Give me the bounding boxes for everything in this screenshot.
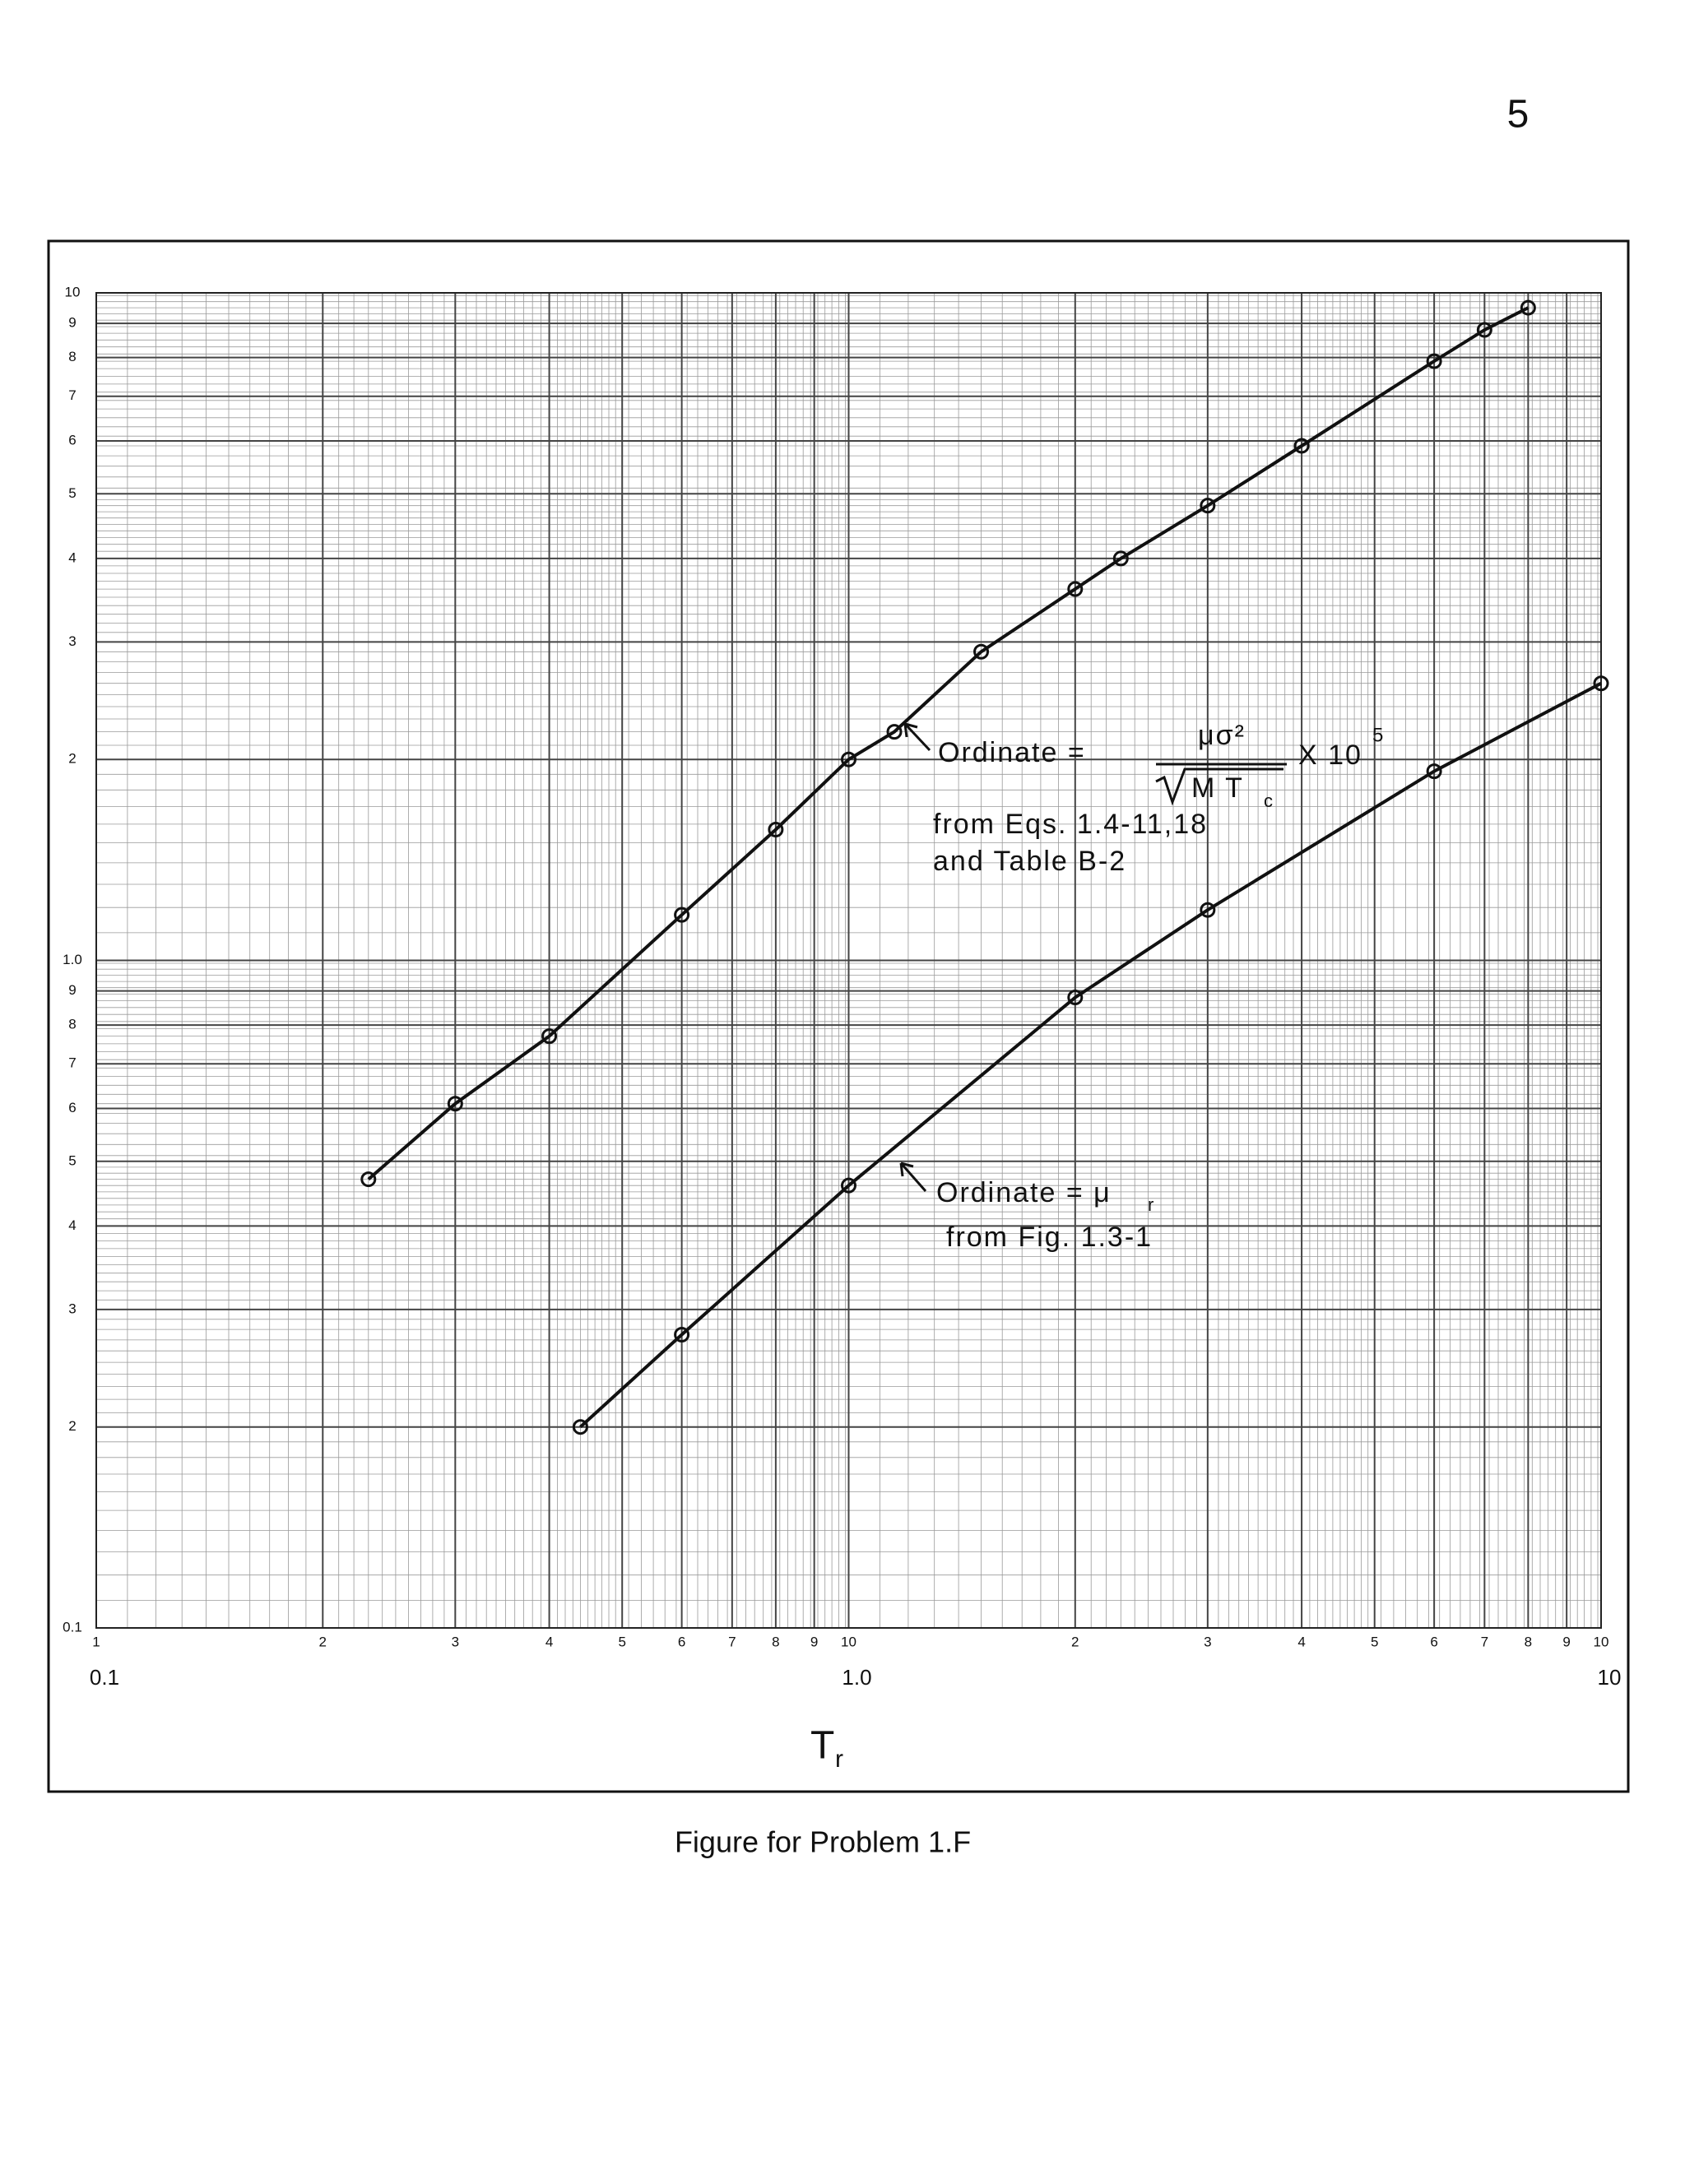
y-tick-label: 7 (68, 387, 76, 403)
point-marker (360, 1171, 377, 1188)
x-tick-label: 5 (618, 1634, 625, 1649)
point-marker (1293, 438, 1310, 454)
x-tick-label: 8 (772, 1634, 779, 1649)
x-axis-label: r (835, 1746, 843, 1773)
annotation: c (1264, 791, 1273, 811)
y-tick-label: 3 (68, 1301, 76, 1316)
y-tick-label: 8 (68, 349, 76, 364)
page-number: 5 (1507, 93, 1529, 137)
x-tick-label: 9 (1562, 1634, 1570, 1649)
x-tick-label: 3 (1204, 1634, 1211, 1649)
point-marker (1426, 763, 1442, 780)
annotation: from Eqs. 1.4-11,18 (933, 809, 1208, 840)
point-marker (768, 822, 784, 838)
point-marker (1200, 902, 1216, 918)
x-tick-label: 10 (1594, 1634, 1609, 1649)
point-marker (674, 1326, 690, 1342)
x-tick-label: 2 (1071, 1634, 1079, 1649)
frame (47, 239, 1630, 1793)
point-marker (841, 751, 856, 767)
x-decade-label: 10 (1598, 1665, 1622, 1690)
point-marker (674, 907, 690, 923)
caption: Figure for Problem 1.F (675, 1825, 971, 1859)
y-tick-label: 7 (68, 1055, 76, 1071)
arrow (903, 722, 931, 752)
x-tick-label: 6 (1430, 1634, 1437, 1649)
plot-border (95, 292, 1602, 1629)
line (579, 681, 1602, 1429)
y-tick-label: 6 (68, 433, 76, 448)
x-tick-label: 7 (1481, 1634, 1488, 1649)
y-tick-label: 8 (68, 1017, 76, 1032)
x-tick-label: 9 (810, 1634, 818, 1649)
annotation: Ordinate = (938, 737, 1086, 768)
x-tick-label: 2 (319, 1634, 327, 1649)
point-marker (1067, 581, 1084, 597)
annotation: 5 (1372, 724, 1383, 746)
x-decade-label: 0.1 (90, 1665, 119, 1690)
point-marker (1067, 990, 1084, 1006)
x-tick-label: 4 (545, 1634, 553, 1649)
y-tick-label: 4 (68, 1217, 76, 1233)
y-tick-label: 4 (68, 549, 76, 565)
point-marker (1112, 550, 1129, 567)
x-tick-label: 8 (1525, 1634, 1532, 1649)
x-tick-label: 4 (1297, 1634, 1305, 1649)
arrow (899, 1162, 927, 1192)
point-marker (1520, 299, 1536, 316)
y-tick-label: 3 (68, 633, 76, 649)
point-marker (1426, 353, 1442, 369)
point-marker (1200, 498, 1216, 514)
annotation: X 10 (1298, 740, 1362, 771)
x-tick-label: 10 (841, 1634, 856, 1649)
plot: 0.1 2 3 4 5 6 7 8 9 1.0 2 3 4 5 6 7 8 9 10 1 2 3 4 5 6 7 8 9 10 2 3 4 5 6… (63, 284, 1621, 1689)
point-marker (572, 1419, 588, 1435)
y-tick-label: 2 (68, 1418, 76, 1434)
x-tick-label: 1 (92, 1634, 100, 1649)
point-marker (841, 1177, 856, 1194)
point-marker (447, 1096, 463, 1112)
y-tick-label: 2 (68, 751, 76, 767)
y-tick-label: 5 (68, 1152, 76, 1168)
point-marker (973, 643, 990, 660)
line (367, 306, 1529, 1181)
y-tick-label: 9 (68, 982, 76, 998)
annotation: M T (1191, 772, 1244, 804)
annotation: from Fig. 1.3-1 (946, 1222, 1153, 1253)
point-marker (1593, 675, 1609, 692)
point-marker (1476, 322, 1492, 338)
point-marker (886, 724, 903, 740)
point-marker (541, 1028, 558, 1045)
x-axis-label: T (810, 1724, 834, 1768)
sqrt-sign (1155, 767, 1283, 806)
x-tick-label: 3 (452, 1634, 459, 1649)
y-tick-label: 10 (65, 284, 81, 299)
annotation: r (1148, 1194, 1154, 1215)
annotation: Ordinate = μ (936, 1177, 1112, 1208)
x-tick-label: 6 (678, 1634, 685, 1649)
y-tick-label: 9 (68, 315, 76, 331)
x-tick-label: 5 (1371, 1634, 1378, 1649)
y-tick-label: 5 (68, 485, 76, 501)
y-tick-label: 6 (68, 1100, 76, 1115)
y-tick-label: 1.0 (63, 952, 82, 967)
x-decade-label: 1.0 (842, 1665, 871, 1690)
y-tick-label: 0.1 (63, 1619, 82, 1635)
annotation: μσ² (1198, 720, 1246, 751)
annotation: and Table B-2 (933, 846, 1126, 877)
x-tick-label: 7 (728, 1634, 736, 1649)
